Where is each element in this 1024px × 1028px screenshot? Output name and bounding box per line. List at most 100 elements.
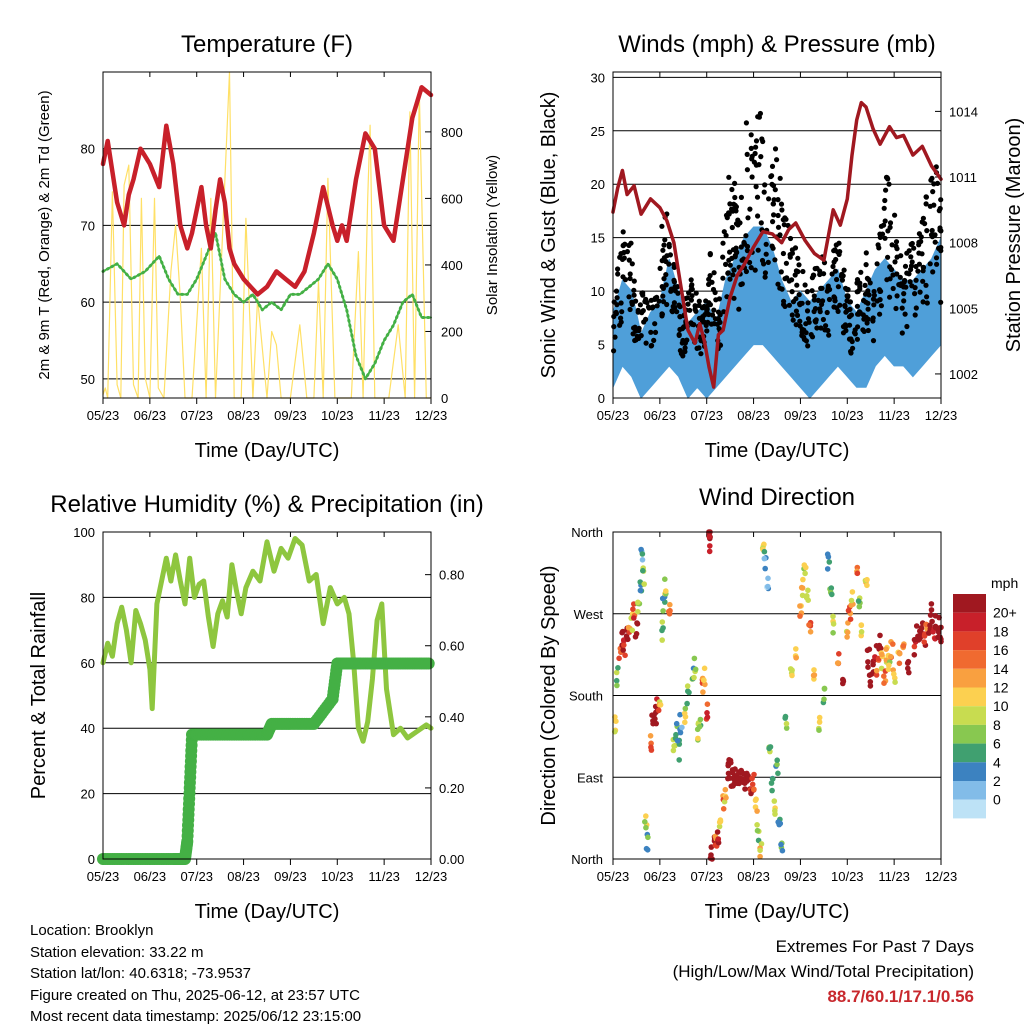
gust-point: [827, 286, 833, 293]
gust-point: [747, 206, 753, 212]
direction-point: [637, 587, 644, 594]
gust-point: [666, 244, 672, 250]
direction-point: [906, 669, 912, 676]
gust-point: [758, 154, 764, 160]
gust-point: [629, 261, 635, 267]
direction-point: [647, 733, 654, 739]
y-tick-label: West: [574, 607, 604, 622]
gust-point: [793, 322, 799, 328]
gust-point: [901, 291, 907, 297]
extremes-subtitle: (High/Low/Max Wind/Total Precipitation): [672, 962, 974, 981]
y2-axis-label: Solar Insolation (Yellow): [484, 155, 501, 315]
gust-point: [793, 296, 799, 302]
direction-point: [643, 824, 649, 831]
x-tick-label: 05/23: [87, 408, 120, 423]
gust-point: [730, 272, 736, 278]
gust-point: [887, 276, 893, 282]
gust-point: [682, 349, 688, 355]
gust-point: [934, 180, 941, 186]
gust-point: [780, 250, 787, 257]
gust-point: [774, 157, 780, 163]
gust-point: [855, 324, 861, 330]
direction-point: [629, 627, 636, 634]
gust-point: [611, 348, 617, 354]
direction-point: [883, 646, 889, 652]
direction-point: [797, 603, 803, 609]
direction-point: [904, 660, 911, 666]
gust-point: [760, 138, 766, 145]
gust-point: [843, 309, 849, 315]
direction-point: [916, 635, 923, 642]
x-tick-label: 12/23: [415, 869, 448, 884]
direction-point: [847, 616, 854, 622]
direction-point: [888, 653, 894, 660]
gust-point: [929, 227, 935, 234]
direction-point: [789, 672, 795, 679]
gust-point: [752, 267, 758, 273]
x-tick-label: 12/23: [415, 408, 448, 423]
gust-point: [782, 303, 788, 309]
gust-point: [613, 309, 619, 315]
gust-point: [913, 305, 919, 311]
gust-point: [815, 297, 821, 303]
direction-point: [653, 720, 659, 727]
gust-point: [707, 252, 713, 258]
y2-tick-label: 1011: [949, 170, 977, 185]
gust-point: [672, 288, 678, 294]
gust-point: [643, 316, 649, 322]
gust-point: [928, 177, 934, 183]
direction-point: [856, 603, 863, 610]
gust-point: [882, 197, 888, 204]
direction-point: [745, 773, 751, 779]
gust-point: [756, 114, 763, 120]
gust-point: [919, 251, 925, 257]
direction-point: [660, 625, 666, 631]
gust-point: [820, 316, 827, 323]
direction-point: [691, 655, 698, 662]
y-axis-label: Sonic Wind & Gust (Blue, Black): [538, 92, 560, 379]
gust-point: [912, 291, 918, 297]
direction-point: [751, 771, 757, 778]
direction-point: [613, 669, 620, 676]
y-tick-label: 100: [73, 525, 95, 540]
gust-point: [793, 308, 800, 314]
direction-point: [798, 584, 805, 591]
direction-point: [757, 847, 763, 854]
gust-point: [803, 338, 810, 344]
direction-point: [727, 775, 733, 781]
direction-point: [695, 735, 701, 742]
colorbar-swatch: [953, 650, 986, 669]
gust-point: [626, 257, 632, 263]
gust-point: [725, 270, 731, 276]
gust-point: [669, 309, 676, 315]
direction-point: [911, 652, 918, 658]
gust-point: [871, 292, 878, 298]
direction-point: [825, 554, 832, 560]
gust-point: [643, 340, 649, 346]
colorbar-swatch: [953, 612, 986, 632]
gust-point: [748, 132, 754, 138]
direction-point: [830, 613, 836, 620]
gust-point: [909, 283, 915, 289]
plot-frame: [102, 71, 432, 399]
gust-point: [717, 319, 723, 325]
gust-point: [727, 249, 733, 255]
y2-tick-label: 1008: [949, 236, 978, 251]
gust-point: [755, 247, 761, 253]
gust-point: [633, 328, 639, 334]
gust-point: [834, 276, 840, 283]
y-axis-label: 2m & 9m T (Red, Orange) & 2m Td (Green): [36, 90, 53, 379]
direction-point: [620, 647, 626, 653]
gust-point: [708, 321, 715, 327]
x-tick-label: 08/23: [227, 408, 260, 423]
gust-point: [930, 189, 936, 195]
gust-point: [864, 320, 870, 326]
direction-point: [802, 570, 808, 577]
gust-point: [812, 318, 818, 324]
direction-point: [793, 655, 799, 661]
gust-point: [783, 260, 790, 266]
direction-point: [783, 725, 790, 731]
gust-point: [688, 320, 694, 326]
gust-point: [908, 254, 914, 260]
gust-point: [772, 257, 778, 263]
